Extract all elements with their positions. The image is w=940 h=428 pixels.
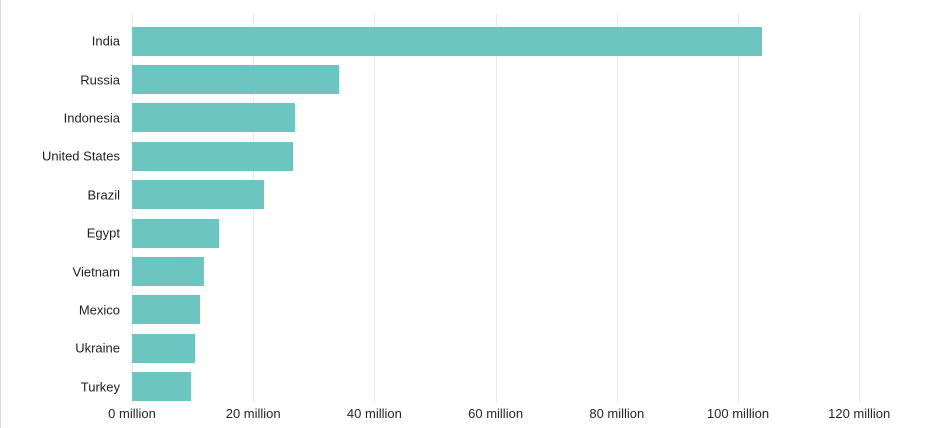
bar[interactable] [132, 26, 763, 56]
bar-row: Russia [1, 60, 940, 98]
bar-row: Ukraine [1, 329, 940, 367]
category-label: Ukraine [75, 340, 120, 356]
x-axis-tick-label: 20 million [225, 406, 281, 421]
category-label: Turkey [80, 379, 120, 395]
category-label: India [91, 33, 120, 49]
category-label: Egypt [86, 225, 120, 241]
gridline [859, 14, 861, 403]
bar-row: Brazil [1, 176, 940, 214]
category-label: Vietnam [72, 264, 120, 280]
x-axis: 0 million 20 million 40 million 60 million 8… [1, 404, 940, 424]
gridline [616, 14, 618, 403]
bar-row: Turkey [1, 368, 940, 406]
gridline [738, 14, 739, 403]
category-label: Russia [80, 72, 120, 88]
bar[interactable] [132, 218, 220, 248]
bar-row: India [1, 22, 940, 60]
bar[interactable] [132, 295, 200, 325]
x-axis-tick-label: 60 million [468, 406, 524, 421]
bar[interactable] [132, 180, 264, 210]
gridline [374, 14, 376, 403]
x-axis-tick-label: 0 million [108, 406, 156, 421]
bar[interactable] [132, 333, 196, 363]
bar[interactable] [132, 372, 191, 402]
category-label: Brazil [87, 187, 120, 203]
bar[interactable] [132, 141, 293, 171]
x-axis-tick-label: 80 million [589, 406, 645, 421]
bar-row: Mexico [1, 291, 940, 329]
category-label: Indonesia [63, 110, 120, 126]
x-axis-tick-label: 100 million [706, 406, 770, 421]
gridline [495, 14, 497, 403]
bar[interactable] [132, 103, 295, 133]
x-axis-tick-label: 40 million [346, 406, 402, 421]
bar-row: Indonesia [1, 99, 940, 137]
bar-row: Egypt [1, 214, 940, 252]
x-axis-tick-label: 120 million [828, 406, 891, 421]
bar[interactable] [132, 65, 340, 95]
bar-row: Vietnam [1, 252, 940, 290]
bar-row: United States [1, 137, 940, 175]
category-label: Mexico [78, 302, 120, 318]
category-label: United States [41, 148, 120, 164]
bar[interactable] [132, 257, 204, 287]
